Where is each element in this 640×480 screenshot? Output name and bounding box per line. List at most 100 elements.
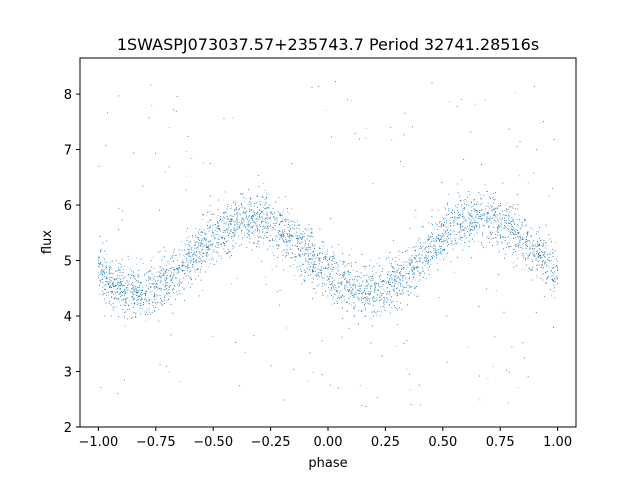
data-point	[168, 263, 170, 265]
data-point	[287, 234, 288, 235]
data-point	[98, 256, 100, 258]
data-point	[114, 280, 116, 281]
data-point	[322, 245, 324, 247]
data-point	[452, 213, 454, 215]
data-point	[551, 295, 552, 297]
data-point	[280, 234, 281, 236]
data-point	[402, 166, 404, 168]
data-point	[506, 247, 507, 249]
data-point	[448, 194, 449, 195]
data-point	[312, 372, 314, 373]
data-point	[452, 209, 454, 211]
data-point	[105, 253, 107, 255]
data-point	[134, 313, 136, 315]
data-point	[399, 272, 400, 273]
data-point	[507, 228, 509, 230]
data-point	[251, 216, 253, 218]
data-point	[300, 238, 302, 239]
data-point	[399, 265, 400, 266]
data-point	[98, 258, 100, 260]
data-point	[225, 221, 227, 223]
data-point	[493, 215, 495, 216]
data-point	[135, 313, 137, 314]
data-point	[403, 264, 404, 266]
data-point	[304, 229, 306, 231]
data-point	[461, 239, 463, 241]
data-point	[523, 252, 525, 254]
data-point	[436, 257, 437, 259]
data-point	[272, 252, 274, 254]
data-point	[295, 259, 296, 261]
data-point	[513, 262, 514, 264]
data-point	[292, 227, 294, 229]
data-point	[286, 240, 287, 242]
data-point	[536, 274, 538, 276]
data-point	[230, 218, 231, 220]
data-point	[459, 217, 460, 219]
data-point	[360, 298, 362, 299]
data-point	[282, 233, 283, 235]
data-point	[179, 264, 181, 266]
data-point	[136, 257, 137, 259]
data-point	[324, 284, 326, 286]
data-point	[256, 226, 258, 228]
data-point	[220, 231, 221, 233]
data-point	[421, 268, 423, 269]
data-point	[329, 293, 331, 294]
data-point	[235, 207, 237, 209]
data-point	[530, 242, 532, 244]
data-point	[355, 287, 357, 289]
data-point	[489, 236, 491, 238]
data-point	[548, 266, 550, 267]
data-point	[258, 232, 260, 234]
data-point	[465, 228, 466, 229]
data-point	[494, 215, 496, 217]
data-point	[454, 234, 455, 235]
data-point	[230, 228, 232, 230]
data-point	[487, 212, 489, 213]
data-point	[388, 281, 389, 282]
data-point	[213, 232, 214, 234]
data-point	[405, 278, 407, 280]
data-point	[518, 214, 520, 216]
data-point	[557, 265, 558, 267]
data-point	[395, 275, 397, 276]
data-point	[119, 269, 120, 270]
data-point	[446, 233, 448, 234]
data-point	[132, 282, 133, 283]
data-point	[243, 211, 244, 212]
data-point	[161, 256, 163, 258]
data-point	[189, 256, 191, 258]
data-point	[289, 242, 291, 243]
data-point	[379, 275, 380, 277]
data-point	[519, 244, 521, 246]
data-point	[128, 280, 130, 282]
data-point	[339, 298, 340, 300]
data-point	[444, 257, 445, 258]
data-point	[127, 287, 129, 288]
data-point	[190, 269, 191, 271]
data-point	[259, 247, 260, 249]
data-point	[105, 267, 107, 269]
data-point	[389, 262, 390, 264]
data-point	[291, 257, 292, 259]
data-point	[152, 256, 154, 258]
data-point	[438, 209, 440, 211]
data-point	[519, 242, 520, 244]
data-point	[492, 209, 494, 211]
data-point	[114, 283, 116, 285]
data-point	[241, 205, 243, 206]
data-point	[351, 286, 352, 288]
data-point	[550, 250, 552, 252]
data-point	[235, 230, 236, 232]
data-point	[516, 258, 518, 259]
data-point	[125, 282, 126, 284]
data-point	[143, 275, 145, 276]
data-point	[138, 287, 139, 288]
data-point	[516, 225, 518, 227]
data-point	[162, 305, 163, 306]
data-point	[119, 275, 120, 276]
data-point	[109, 269, 110, 271]
data-point	[244, 227, 246, 229]
data-point	[110, 285, 112, 287]
